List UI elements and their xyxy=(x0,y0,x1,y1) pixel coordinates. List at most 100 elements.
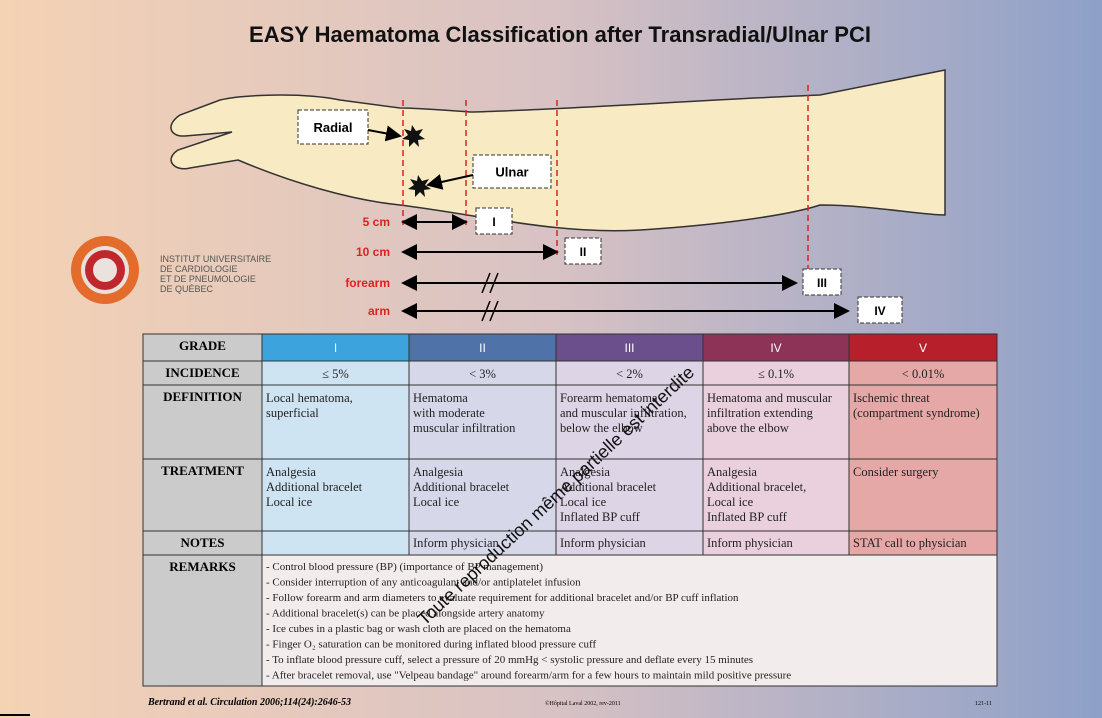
citation: Bertrand et al. Circulation 2006;114(24)… xyxy=(147,697,351,708)
cell xyxy=(261,530,410,556)
copyright: ©Hôpital Laval 2002, rev-2011 xyxy=(545,700,621,707)
cell-text: Additional bracelet xyxy=(266,480,363,494)
slide-code: 121-11 xyxy=(975,701,992,707)
row-header-cell xyxy=(142,554,263,687)
remark: - Finger O₂ saturation can be monitored … xyxy=(266,639,597,651)
grade-header-cell xyxy=(555,333,704,362)
institute-name: ET DE PNEUMOLOGIE xyxy=(160,274,256,284)
cell-text: Analgesia xyxy=(413,465,463,479)
title: EASY Haematoma Classification after Tran… xyxy=(249,22,871,47)
remarks-cell xyxy=(261,554,998,687)
grade-box xyxy=(564,237,602,265)
logo xyxy=(71,236,139,304)
distance-label: forearm xyxy=(345,276,390,290)
cell xyxy=(848,384,998,460)
cell-text: muscular infiltration xyxy=(413,421,516,435)
row-header: INCIDENCE xyxy=(165,365,239,380)
grade-label: I xyxy=(492,215,495,229)
cell-text: Local ice xyxy=(560,495,607,509)
distance-label: 10 cm xyxy=(356,245,390,259)
cell-text: Inflated BP cuff xyxy=(560,510,641,524)
grade-box xyxy=(857,296,903,324)
row-header-cell xyxy=(142,530,263,556)
grade-label: IV xyxy=(874,304,885,318)
cell-text: STAT call to physician xyxy=(853,536,967,550)
cell xyxy=(702,458,850,532)
cell-text: Ischemic threat xyxy=(853,391,930,405)
site-label: Ulnar xyxy=(495,165,528,180)
row-header-cell xyxy=(142,360,263,386)
cell-text: ≤ 5% xyxy=(322,367,349,381)
cell-text: Consider surgery xyxy=(853,465,939,479)
remark: - Consider interruption of any anticoagu… xyxy=(266,577,581,589)
institute-name: DE QUÉBEC xyxy=(160,284,214,294)
cell-text: Analgesia xyxy=(266,465,316,479)
row-header: NOTES xyxy=(180,535,224,550)
cell-text: Inflated BP cuff xyxy=(707,510,788,524)
distance-label: 5 cm xyxy=(363,215,390,229)
break-mark xyxy=(481,272,499,294)
remark: - To inflate blood pressure cuff, select… xyxy=(266,654,753,666)
institute-name: DE CARDIOLOGIE xyxy=(160,264,238,274)
cell xyxy=(408,360,557,386)
cell-text: and muscular infiltration, xyxy=(560,406,687,420)
cell-text: Inform physician xyxy=(413,536,499,550)
cell-text: Additional bracelet xyxy=(560,480,657,494)
break-mark xyxy=(481,300,499,322)
puncture-sites xyxy=(402,125,431,197)
cell-text: Local ice xyxy=(707,495,754,509)
cell-text: < 0.01% xyxy=(902,367,944,381)
cell-text: Forearm hematoma xyxy=(560,391,658,405)
cell-text: Inform physician xyxy=(560,536,646,550)
cell xyxy=(555,360,704,386)
cell-text: Additional bracelet xyxy=(413,480,510,494)
grade-label: II xyxy=(580,245,587,259)
remark: - Follow forearm and arm diameters to ev… xyxy=(266,592,739,604)
grade-header-cell xyxy=(702,333,850,362)
grade-header: V xyxy=(919,341,927,355)
row-header: DEFINITION xyxy=(163,389,242,404)
cell xyxy=(261,384,410,460)
cell xyxy=(848,530,998,556)
remark: - Control blood pressure (BP) (importanc… xyxy=(266,561,543,573)
site-box xyxy=(472,154,552,189)
remark: - Additional bracelet(s) can be placed a… xyxy=(266,608,545,620)
row-header: GRADE xyxy=(179,338,226,353)
grade-header: IV xyxy=(770,341,781,355)
cell-text: Local hematoma, xyxy=(266,391,353,405)
cell xyxy=(261,360,410,386)
cell-text: infiltration extending xyxy=(707,406,814,420)
cell-text: Local ice xyxy=(266,495,313,509)
cell-text: Analgesia xyxy=(707,465,757,479)
row-header: REMARKS xyxy=(169,559,235,574)
row-header: TREATMENT xyxy=(161,463,244,478)
grade-box xyxy=(802,268,842,296)
site-arrow xyxy=(426,174,474,190)
cell-text: < 3% xyxy=(469,367,496,381)
row-header-cell xyxy=(142,333,263,362)
grade-header: II xyxy=(479,341,486,355)
cell xyxy=(848,458,998,532)
grade-label: III xyxy=(817,276,827,290)
institute-name: INSTITUT UNIVERSITAIRE xyxy=(160,254,271,264)
grade-header: I xyxy=(334,341,337,355)
remark: - Ice cubes in a plastic bag or wash clo… xyxy=(266,623,571,635)
cell-text: (compartment syndrome) xyxy=(853,406,980,420)
cell-text: < 2% xyxy=(616,367,643,381)
cell-text: Hematoma and muscular xyxy=(707,391,833,405)
cell-text: Analgesia xyxy=(560,465,610,479)
cell-text: Hematoma xyxy=(413,391,468,405)
remark: - After bracelet removal, use "Velpeau b… xyxy=(266,670,791,682)
cell xyxy=(408,384,557,460)
distance-label: arm xyxy=(368,304,390,318)
site-arrow xyxy=(367,125,402,142)
grade-box xyxy=(475,207,513,235)
site-box xyxy=(297,109,369,145)
cell xyxy=(555,530,704,556)
site-label: Radial xyxy=(313,120,352,135)
cell-text: ≤ 0.1% xyxy=(758,367,794,381)
cell xyxy=(555,458,704,532)
cell xyxy=(555,384,704,460)
cell-text: Inform physician xyxy=(707,536,793,550)
